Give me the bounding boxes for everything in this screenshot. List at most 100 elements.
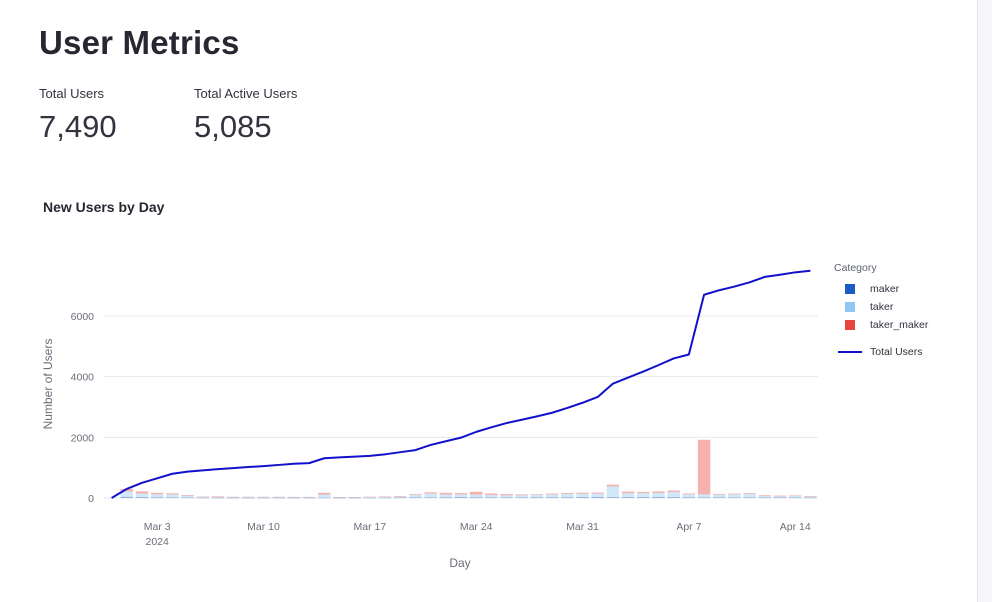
x-tick-label: Apr 14 [780,521,811,533]
bar-maker [773,497,787,499]
bar-taker-maker [318,492,331,495]
bar-maker [743,497,756,498]
metric-total-active-users: Total Active Users 5,085 [194,86,297,145]
bar-maker [485,497,498,498]
total-users-line-layer [111,269,811,499]
bar-maker [196,497,209,499]
bar-taker [545,494,559,498]
total-users-line [111,269,811,499]
bar-taker [576,493,589,498]
bar-taker [378,496,392,498]
bar-taker-maker [135,491,149,494]
x-tick-label: Mar 31 [566,521,599,533]
legend-item-taker[interactable]: taker [834,298,928,316]
legend-swatch-taker [845,302,855,312]
bar-maker [226,497,240,499]
bar-taker-maker [454,493,468,495]
bar-maker [652,496,665,498]
bar-taker [318,494,331,498]
legend-label: Total Users [870,346,923,358]
bar-taker [637,493,650,498]
bar-maker [500,497,513,498]
bar-taker-maker [211,496,225,498]
bar-taker-maker [363,496,377,498]
bar-maker [576,497,589,498]
bar-taker [135,493,149,498]
bar-taker [394,496,407,498]
legend-label: taker_maker [870,319,929,331]
bar-taker-maker [561,492,574,494]
bar-taker [500,495,513,498]
metric-value: 7,490 [39,109,117,144]
y-tick-label: 4000 [71,372,95,384]
bar-taker-maker [150,492,164,495]
metric-label: Total Active Users [194,86,298,101]
y-tick-label: 6000 [71,311,95,323]
bar-taker [743,493,756,498]
bar-taker [226,497,240,498]
bar-taker [257,497,270,498]
bar-taker [469,494,483,498]
bar-taker [333,497,346,498]
bar-taker-maker [409,494,422,495]
bar-maker [804,497,817,499]
bar-taker [287,497,301,498]
bar-taker [409,494,422,498]
bar-taker [667,491,680,498]
x-tick-label: Mar 10 [247,521,280,533]
bar-taker [302,497,316,498]
bar-taker-maker [226,496,240,498]
bar-maker [181,497,194,499]
bar-taker-maker [515,494,528,496]
bar-maker [120,496,134,498]
bar-taker-maker [591,492,604,494]
bar-taker-maker [545,493,559,495]
bar-taker-maker [120,488,134,492]
legend-item-taker-maker[interactable]: taker_maker [834,316,928,334]
x-year-label: 2024 [145,536,169,548]
bar-taker-maker [606,484,620,487]
metric-value: 5,085 [194,109,272,144]
legend-item-maker[interactable]: maker [834,280,928,298]
bar-taker-maker [272,496,285,498]
bar-taker [682,494,696,498]
bar-taker [530,494,544,498]
bar-taker [606,486,620,498]
bar-taker-maker [804,496,817,497]
legend-title: Category [834,262,877,274]
bar-maker [257,497,270,499]
bar-maker [333,497,346,499]
bar-taker [713,494,726,498]
bar-taker-maker [713,493,726,495]
bar-maker [454,497,468,498]
bar-maker [424,497,437,498]
bar-taker-maker [788,495,802,497]
bar-maker [272,497,285,499]
x-axis-title: Day [449,556,470,570]
x-tick-label: Apr 7 [676,521,701,533]
bar-taker [181,495,194,498]
bars [120,439,817,499]
y-tick-label: 0 [88,493,94,505]
bar-taker [150,494,164,498]
bar-maker [606,497,620,498]
legend-swatch-taker-maker [845,320,855,330]
bar-taker [652,492,665,497]
legend-item-total-users[interactable]: Total Users [834,343,928,361]
bar-taker [621,493,635,498]
bar-taker [439,494,453,498]
bar-maker [287,497,301,499]
bar-maker [348,497,361,499]
bar-taker-maker [439,492,453,495]
bar-taker [424,493,437,498]
bar-taker [804,496,817,498]
bar-maker [667,497,680,498]
x-tick-label: Mar 17 [354,521,387,533]
bar-taker-maker [166,493,179,495]
bar-taker-maker [424,492,437,494]
bar-maker [728,497,741,498]
bar-maker [409,497,422,498]
bar-taker [348,497,361,498]
bar-taker [363,497,377,498]
